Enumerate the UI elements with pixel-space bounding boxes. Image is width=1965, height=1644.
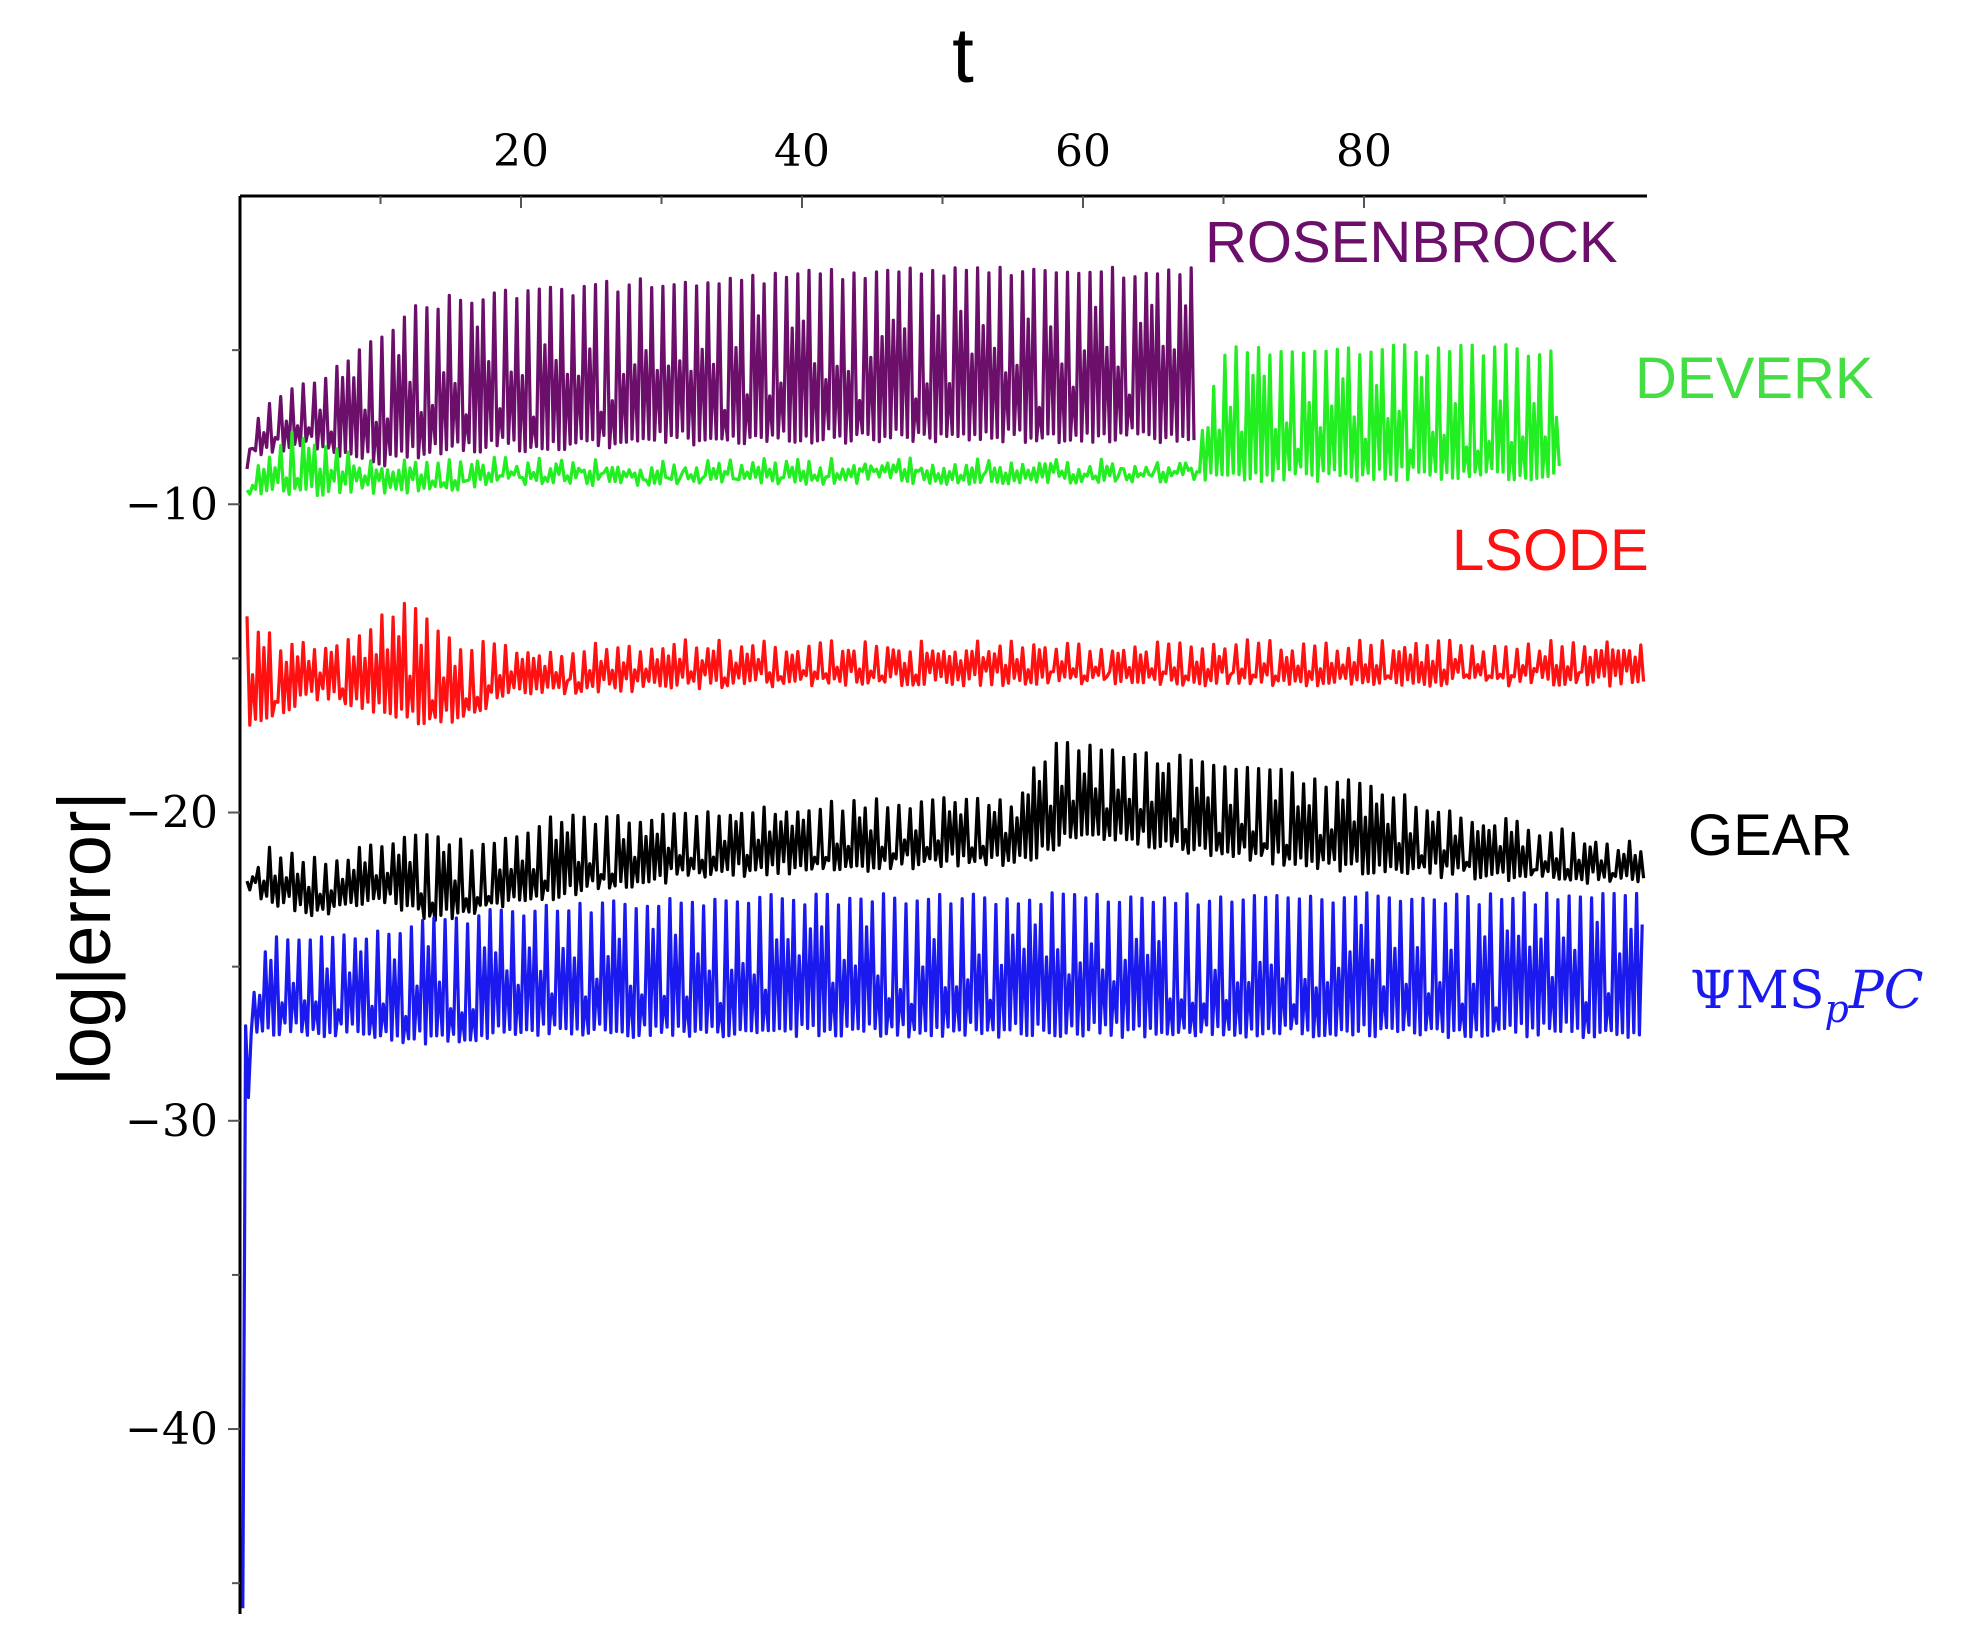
series-label-lsode: LSODE bbox=[1452, 518, 1649, 583]
series-label-psi-ms-suffix: PC bbox=[1848, 961, 1924, 1021]
series-deverk bbox=[245, 343, 1561, 498]
y-tick-label: −30 bbox=[125, 1096, 218, 1147]
series-rosenbrock bbox=[245, 265, 1196, 470]
series-label-rosenbrock: ROSENBROCK bbox=[1205, 210, 1618, 275]
series-label-psi-ms-subscript: p bbox=[1824, 987, 1848, 1031]
series--ms-ppc bbox=[241, 891, 1644, 1609]
series-label-psi-ms-p-pc: ΨMSpPC bbox=[1690, 961, 1924, 1031]
x-tick-label: 20 bbox=[493, 126, 549, 177]
series-label-psi-ms-main: ΨMS bbox=[1690, 961, 1824, 1021]
x-tick-label: 80 bbox=[1336, 126, 1392, 177]
y-tick-label: −20 bbox=[125, 788, 218, 839]
series-line bbox=[245, 741, 1646, 923]
ticks-layer: 20 40 60 80 −10 −20 −30 −40 bbox=[125, 126, 1506, 1585]
series-label-deverk: DEVERK bbox=[1635, 346, 1874, 411]
series-line bbox=[245, 343, 1561, 498]
series-line bbox=[245, 601, 1646, 727]
y-axis-title: log|error| bbox=[43, 791, 126, 1084]
series-lsode bbox=[245, 601, 1646, 727]
series-label-gear: GEAR bbox=[1688, 803, 1852, 868]
series-layer bbox=[241, 265, 1646, 1609]
x-axis-title: t bbox=[952, 11, 974, 99]
x-tick-label: 60 bbox=[1055, 126, 1111, 177]
series-line bbox=[245, 265, 1196, 470]
series-gear bbox=[245, 741, 1646, 923]
y-tick-label: −10 bbox=[125, 479, 218, 530]
y-tick-label: −40 bbox=[125, 1404, 218, 1455]
series-line bbox=[241, 891, 1644, 1609]
x-tick-label: 40 bbox=[774, 126, 830, 177]
